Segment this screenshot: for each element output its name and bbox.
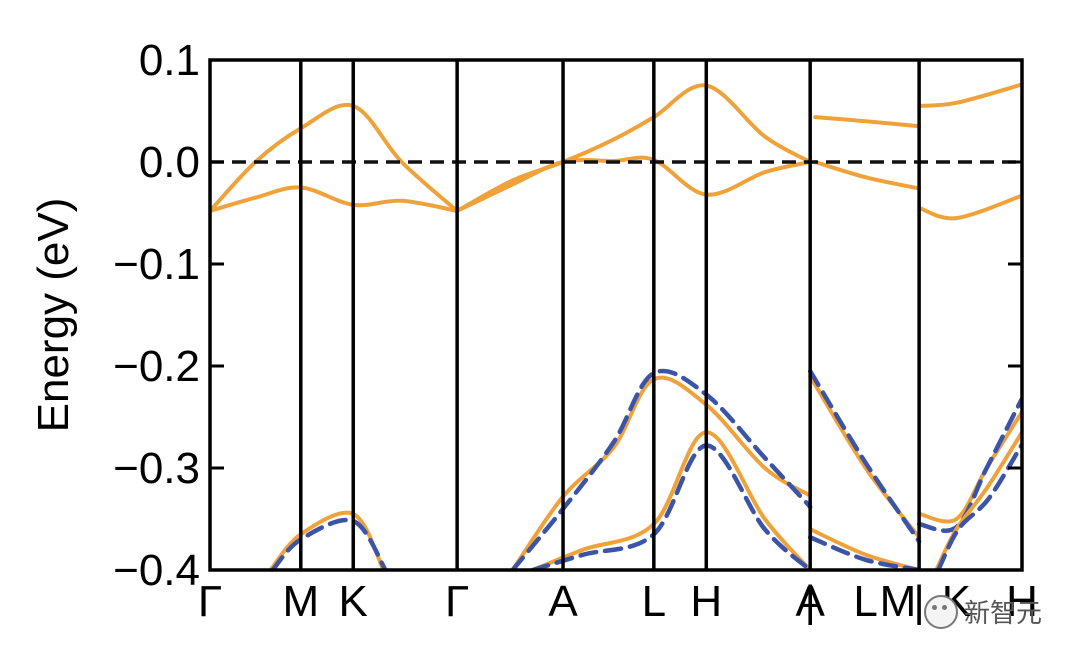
band-line-17 (807, 535, 922, 570)
wechat-icon (923, 594, 958, 629)
band-line-13 (530, 443, 813, 570)
watermark-text: 新智元 (963, 599, 1042, 629)
y-tick-label: −0.4 (113, 546, 200, 595)
y-axis-title: Energy (eV) (29, 198, 78, 433)
band-line-6 (917, 82, 1022, 108)
watermark: 新智元 (923, 593, 1042, 630)
band-line-3 (455, 155, 813, 213)
band-line-10 (510, 375, 813, 570)
band-line-19 (916, 396, 1022, 533)
y-tick-label: −0.1 (113, 240, 200, 289)
band-line-5 (813, 160, 922, 191)
x-tick-label: | (804, 577, 815, 626)
band-line-21 (936, 442, 1022, 570)
x-tick-label: Γ (445, 577, 469, 626)
band-line-9 (270, 517, 388, 570)
band-line-16 (808, 527, 922, 570)
y-tick-label: 0.1 (139, 36, 200, 85)
band-line-1 (210, 185, 460, 213)
x-tick-label: H (1006, 577, 1038, 626)
x-tick-label: M (282, 577, 319, 626)
band-line-0 (210, 102, 460, 213)
x-tick-label: Γ (198, 577, 222, 626)
band-line-2 (455, 83, 813, 213)
y-tick-label: −0.3 (113, 444, 200, 493)
y-tick-label: −0.2 (113, 342, 200, 391)
y-tick-label: 0.0 (139, 138, 200, 187)
x-tick-label: H (690, 577, 722, 626)
x-tick-label: L (853, 577, 877, 626)
band-line-4 (813, 115, 922, 129)
band-line-12 (530, 430, 813, 570)
x-tick-label: A (795, 577, 825, 626)
band-line-8 (268, 510, 386, 570)
plot-frame (208, 58, 1024, 572)
band-line-7 (917, 193, 1022, 221)
x-tick-label: L (642, 577, 666, 626)
x-tick-label: A (548, 577, 578, 626)
x-tick-label: M (880, 577, 917, 626)
x-tick-label: K (339, 577, 368, 626)
band-line-20 (934, 430, 1022, 570)
x-tick-label: | (913, 577, 924, 626)
band-line-15 (807, 368, 922, 544)
